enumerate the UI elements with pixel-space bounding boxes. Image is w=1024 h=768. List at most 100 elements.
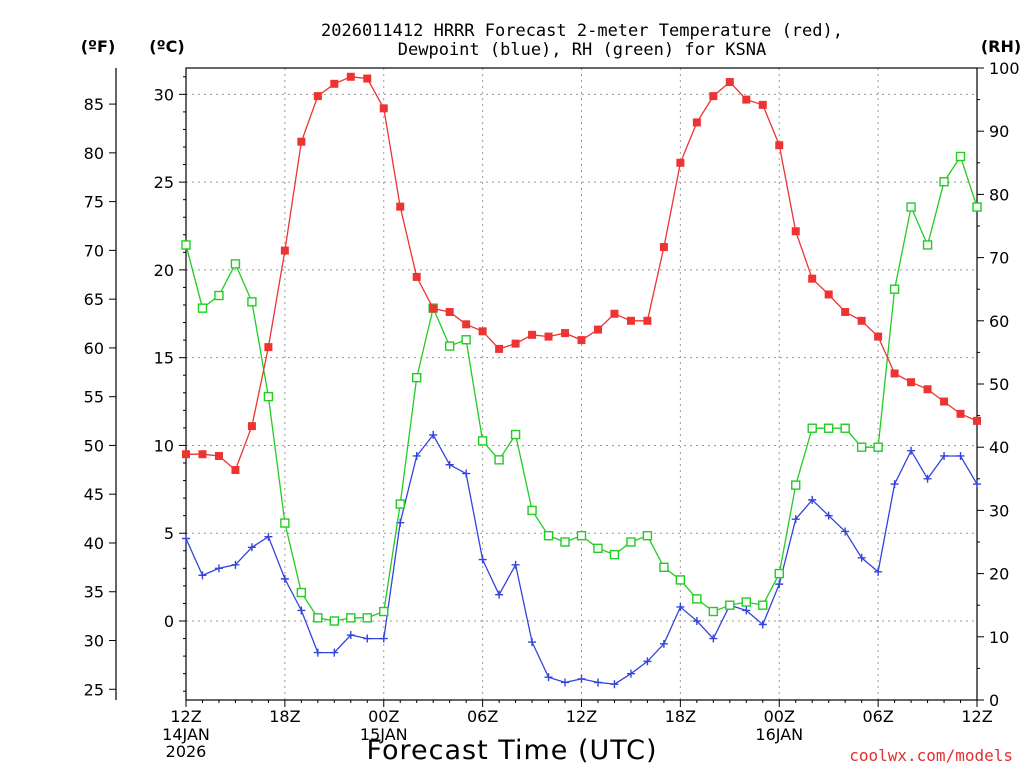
temperature-point xyxy=(264,343,273,352)
x-tick-label: 12Z xyxy=(566,707,597,726)
temperature-point xyxy=(214,451,223,460)
temperature-point xyxy=(363,74,372,83)
dewpoint-point xyxy=(577,674,586,683)
dewpoint-point xyxy=(626,669,635,678)
fahrenheit-tick-label: 35 xyxy=(84,583,104,602)
rh-point xyxy=(675,575,686,585)
rh-point xyxy=(197,303,208,313)
rh-point xyxy=(576,530,587,541)
dewpoint-point xyxy=(561,678,570,687)
dewpoint-point xyxy=(593,678,602,687)
fahrenheit-tick-label: 40 xyxy=(84,534,104,553)
data-series xyxy=(181,72,982,689)
temperature-point xyxy=(824,290,833,299)
rh-point xyxy=(313,613,323,623)
rh-point xyxy=(214,290,224,301)
date-label: 15JAN xyxy=(360,725,408,744)
rh-tick-label: 10 xyxy=(989,628,1009,647)
temperature-point xyxy=(593,325,602,334)
temperature-point xyxy=(346,72,355,81)
temperature-point xyxy=(692,118,701,127)
rh-point xyxy=(296,587,307,598)
rh-point xyxy=(263,391,274,402)
rh-tick-label: 50 xyxy=(989,375,1009,394)
temperature-point xyxy=(412,272,421,281)
credit-label: coolwx.com/models xyxy=(849,746,1013,765)
rh-tick-label: 100 xyxy=(989,59,1020,78)
rh-point xyxy=(560,537,570,547)
fahrenheit-tick-label: 30 xyxy=(84,632,104,651)
temperature-point xyxy=(742,95,751,104)
dewpoint-line xyxy=(185,433,978,685)
temperature-point xyxy=(709,92,718,101)
fahrenheit-tick-label: 80 xyxy=(84,144,104,163)
rh-point xyxy=(609,549,620,560)
rh-tick-label: 60 xyxy=(989,312,1009,331)
fahrenheit-tick-label: 55 xyxy=(84,388,104,407)
rh-point xyxy=(856,442,867,452)
temperature-point xyxy=(182,450,190,459)
rh-point xyxy=(280,518,290,528)
temperature-point xyxy=(462,320,471,329)
rh-point xyxy=(774,568,784,579)
temperature-point xyxy=(808,274,817,283)
dewpoint-point xyxy=(429,430,438,439)
temperature-point xyxy=(495,344,504,353)
rh-point xyxy=(346,613,356,623)
celsius-tick-label: 10 xyxy=(154,436,174,455)
dewpoint-point xyxy=(676,602,685,611)
temperature-point xyxy=(758,100,767,109)
fahrenheit-tick-label: 25 xyxy=(84,680,104,699)
dewpoint-point xyxy=(379,634,388,643)
fahrenheit-tick-label: 65 xyxy=(84,290,104,309)
rh-tick-label: 90 xyxy=(989,122,1009,141)
temperature-point xyxy=(626,316,635,325)
fahrenheit-tick-label: 60 xyxy=(84,339,104,358)
rh-point xyxy=(708,606,719,617)
rh-point xyxy=(807,423,817,433)
temperature-point xyxy=(396,202,405,211)
rh-point xyxy=(329,616,340,626)
x-tick-label: 06Z xyxy=(862,707,893,726)
dewpoint-point xyxy=(280,574,289,583)
celsius-tick-label: 15 xyxy=(154,349,174,368)
rh-point xyxy=(247,297,257,307)
temperature-point xyxy=(791,227,800,236)
dewpoint-point xyxy=(824,511,833,520)
rh-point xyxy=(889,284,900,294)
rh-tick-label: 80 xyxy=(989,185,1009,204)
dewpoint-point xyxy=(973,480,981,489)
dewpoint-point xyxy=(890,480,899,489)
dewpoint-point xyxy=(544,673,553,682)
celsius-tick-label: 5 xyxy=(164,524,174,543)
temperature-series xyxy=(182,72,981,475)
date-label: 16JAN xyxy=(755,725,803,744)
rh-point xyxy=(181,240,191,250)
dewpoint-point xyxy=(247,543,256,552)
temperature-point xyxy=(429,304,438,313)
rh-point xyxy=(955,151,966,162)
temperature-point xyxy=(379,104,388,113)
fahrenheit-tick-label: 70 xyxy=(84,241,104,260)
temperature-point xyxy=(247,422,256,431)
temperature-point xyxy=(923,385,932,394)
temperature-point xyxy=(725,78,734,87)
x-axis-title: Forecast Time (UTC) xyxy=(366,735,657,766)
dewpoint-point xyxy=(445,460,454,469)
rh-tick-label: 70 xyxy=(989,249,1009,268)
rh-point xyxy=(692,594,702,604)
rh-point xyxy=(741,597,751,607)
rh-point xyxy=(477,436,488,446)
temperature-point xyxy=(297,137,306,146)
x-tick-label: 18Z xyxy=(665,707,696,726)
celsius-tick-label: 20 xyxy=(154,261,174,280)
dewpoint-point xyxy=(907,446,916,455)
x-tick-label: 12Z xyxy=(170,707,201,726)
rh-point xyxy=(972,202,982,212)
rh-point xyxy=(444,341,455,351)
rh-tick-label: 40 xyxy=(989,438,1009,457)
temperature-point xyxy=(874,332,883,341)
rh-point xyxy=(527,505,537,516)
dewpoint-point xyxy=(231,560,240,569)
